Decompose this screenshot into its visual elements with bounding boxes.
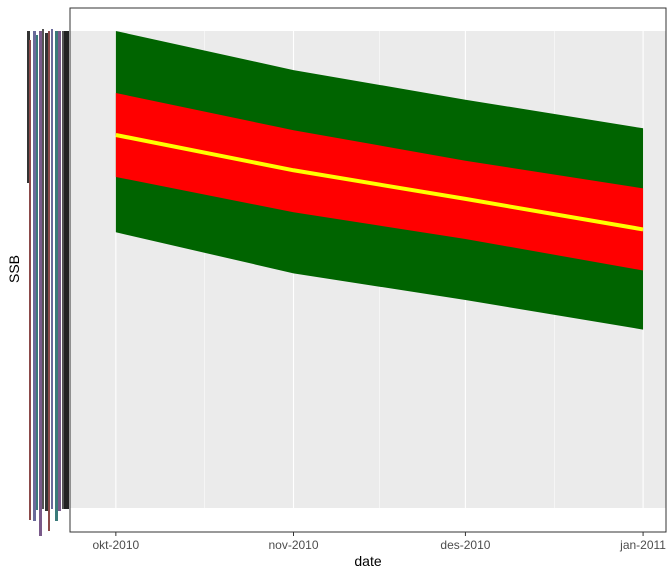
x-tick-label: des-2010 [440,538,490,552]
y-axis-label-overplot [33,31,36,521]
bands [115,31,644,330]
y-axis-title: SSB [6,255,22,283]
y-axis-label-overplot [45,33,48,511]
overplotted-y-axis-labels [27,29,69,536]
x-axis: okt-2010 nov-2010 des-2010 jan-2011 [92,532,666,552]
panel-border [69,7,667,533]
x-tick-label: jan-2011 [619,538,666,552]
y-axis-label-overplot [58,31,61,511]
band-inner-band [115,93,644,271]
x-tick-label: nov-2010 [268,538,318,552]
y-axis-tick-overplot [64,31,69,509]
y-axis-label-overplot [55,31,58,521]
y-axis-label-overplot [51,29,53,509]
y-axis-label-overplot [36,35,38,510]
y-axis-label-overplot [48,31,50,531]
line-median-line [115,133,644,232]
y-axis-label-overplot [42,29,44,509]
y-axis-label-overplot [27,31,30,183]
x-axis-title: date [354,553,381,569]
y-axis-label-overplot [62,31,64,509]
y-axis-label-overplot [39,31,42,536]
x-tick-label: okt-2010 [92,538,139,552]
y-axis-label-overplot [29,40,31,520]
